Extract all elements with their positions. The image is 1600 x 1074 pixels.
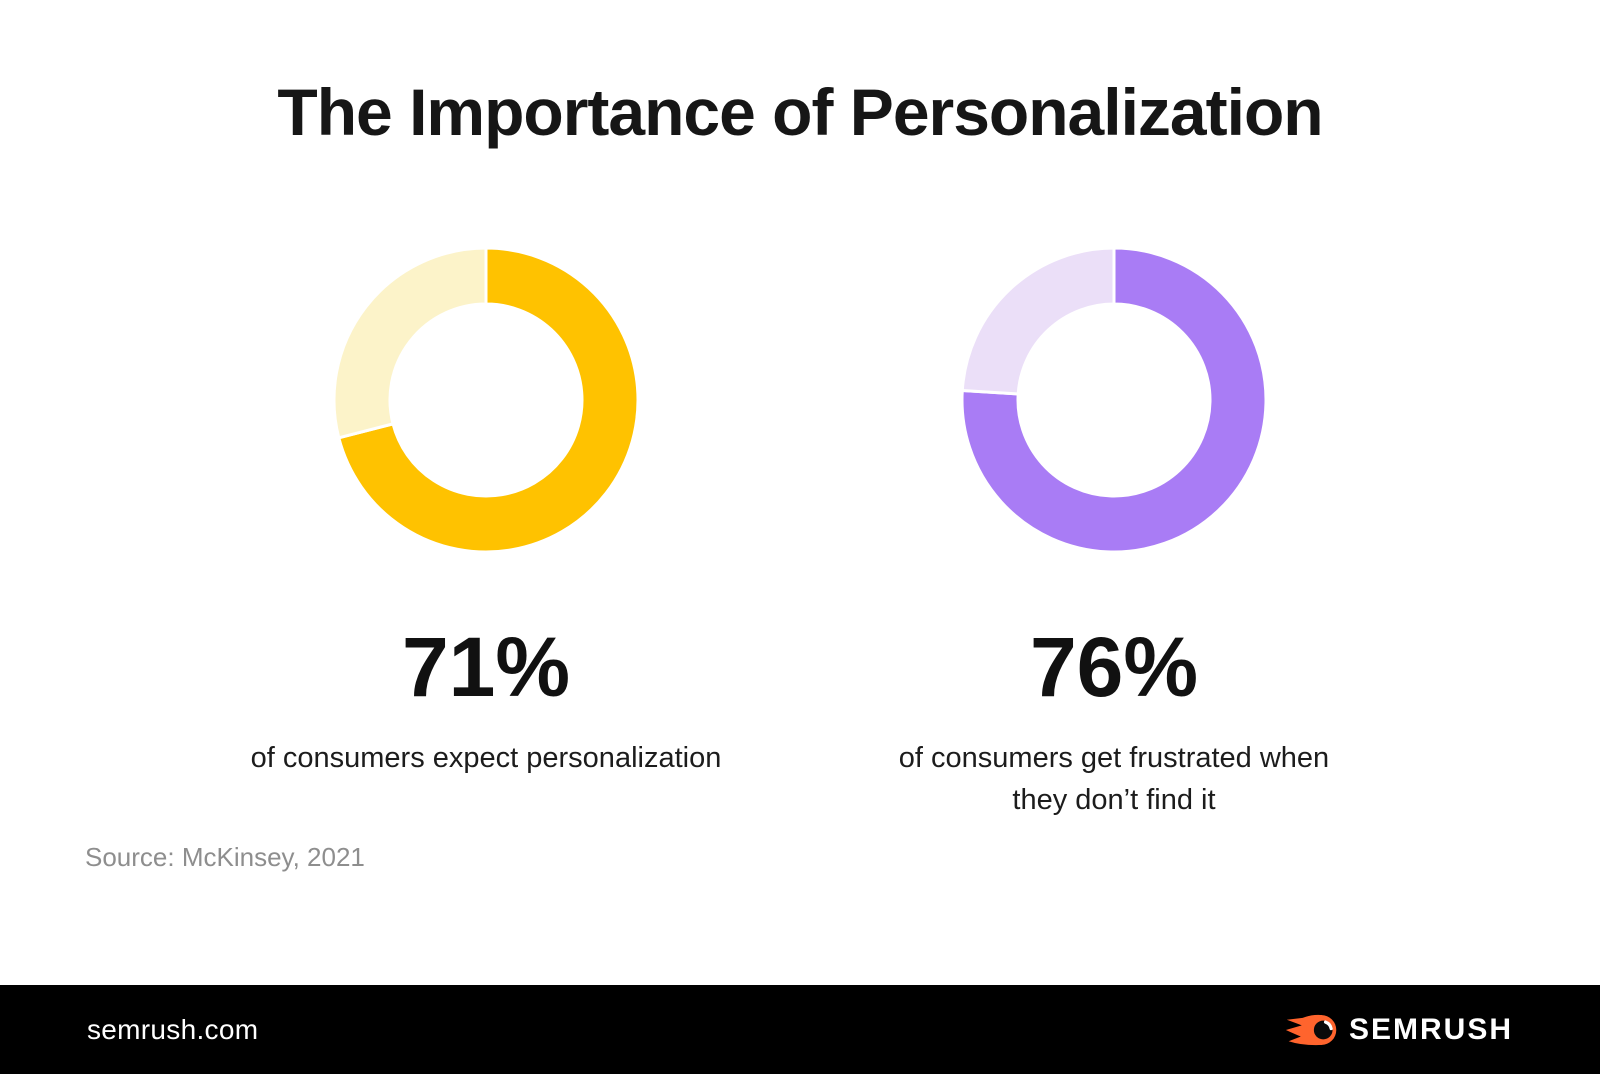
donut-slice — [332, 246, 488, 440]
semrush-fireball-icon — [1285, 1014, 1337, 1045]
brand-logo: SEMRUSH — [1284, 1011, 1513, 1049]
donut-slice — [960, 246, 1116, 396]
donut-chart-frustrated-consumers: 76% of consumers get frustrated when the… — [800, 245, 1428, 821]
donut-ring-yellow — [332, 246, 640, 554]
value-label: 76% — [1029, 620, 1199, 714]
donut-slice — [336, 246, 640, 554]
charts-row: 71% of consumers expect personalization … — [172, 245, 1428, 821]
page-title: The Importance of Personalization — [277, 75, 1323, 149]
value-label: 71% — [401, 620, 571, 714]
fireball-core — [1313, 1020, 1333, 1039]
website-link[interactable]: semrush.com — [87, 1013, 259, 1045]
fireball-highlight — [1323, 1019, 1333, 1030]
chart-caption: of consumers expect personalization — [250, 742, 722, 774]
donut-slice — [960, 246, 1268, 554]
footer-bar: semrush.com SEMRUSH — [0, 985, 1600, 1074]
brand-wordmark: SEMRUSH — [1348, 1012, 1513, 1046]
donut-ring-purple — [960, 246, 1268, 554]
donut-chart-expect-personalization: 71% of consumers expect personalization — [172, 245, 800, 821]
chart-caption: of consumers get frustrated when they do… — [898, 742, 1330, 817]
source-note: Source: McKinsey, 2021 — [85, 842, 365, 872]
